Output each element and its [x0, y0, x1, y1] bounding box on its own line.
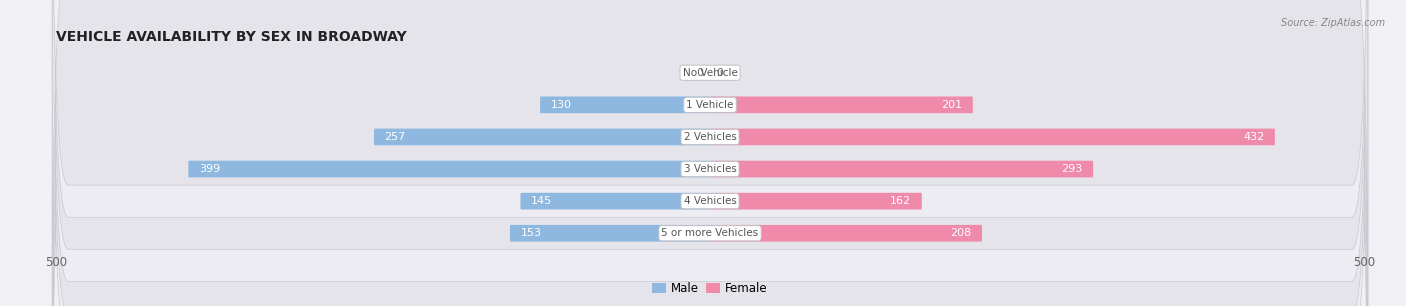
Text: VEHICLE AVAILABILITY BY SEX IN BROADWAY: VEHICLE AVAILABILITY BY SEX IN BROADWAY — [56, 30, 406, 44]
Text: No Vehicle: No Vehicle — [682, 68, 738, 78]
FancyBboxPatch shape — [52, 0, 1368, 306]
FancyBboxPatch shape — [374, 129, 710, 145]
FancyBboxPatch shape — [52, 0, 1368, 306]
FancyBboxPatch shape — [188, 161, 710, 177]
Text: 0: 0 — [717, 68, 724, 78]
FancyBboxPatch shape — [520, 193, 710, 210]
Text: 2 Vehicles: 2 Vehicles — [683, 132, 737, 142]
Text: 130: 130 — [551, 100, 571, 110]
FancyBboxPatch shape — [52, 0, 1368, 306]
FancyBboxPatch shape — [710, 225, 981, 242]
Text: 4 Vehicles: 4 Vehicles — [683, 196, 737, 206]
FancyBboxPatch shape — [710, 193, 922, 210]
Text: 1 Vehicle: 1 Vehicle — [686, 100, 734, 110]
Legend: Male, Female: Male, Female — [648, 278, 772, 300]
FancyBboxPatch shape — [710, 96, 973, 113]
Text: 5 or more Vehicles: 5 or more Vehicles — [661, 228, 759, 238]
Text: 145: 145 — [531, 196, 553, 206]
FancyBboxPatch shape — [710, 129, 1275, 145]
FancyBboxPatch shape — [540, 96, 710, 113]
Text: 162: 162 — [890, 196, 911, 206]
FancyBboxPatch shape — [510, 225, 710, 242]
FancyBboxPatch shape — [52, 0, 1368, 306]
Text: 3 Vehicles: 3 Vehicles — [683, 164, 737, 174]
Text: 293: 293 — [1062, 164, 1083, 174]
Text: 257: 257 — [384, 132, 406, 142]
FancyBboxPatch shape — [52, 0, 1368, 306]
FancyBboxPatch shape — [710, 161, 1092, 177]
Text: 432: 432 — [1243, 132, 1264, 142]
Text: 0: 0 — [696, 68, 703, 78]
Text: Source: ZipAtlas.com: Source: ZipAtlas.com — [1281, 18, 1385, 28]
Text: 153: 153 — [520, 228, 541, 238]
Text: 208: 208 — [950, 228, 972, 238]
Text: 399: 399 — [198, 164, 219, 174]
FancyBboxPatch shape — [52, 0, 1368, 306]
Text: 201: 201 — [941, 100, 962, 110]
